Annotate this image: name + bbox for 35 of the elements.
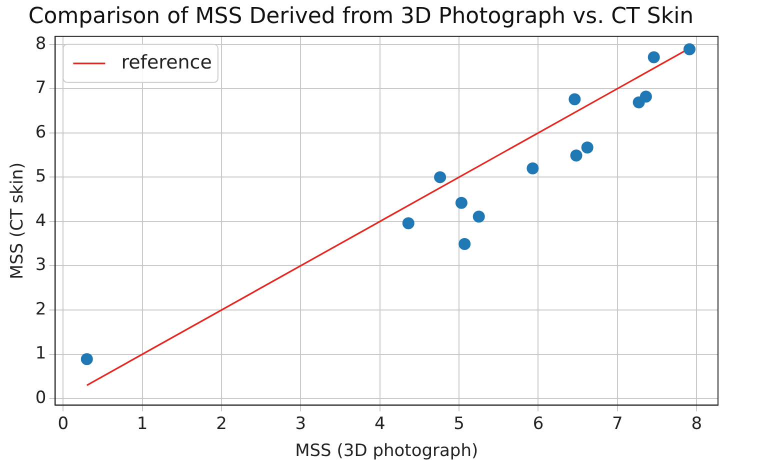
y-tick-label: 3 — [35, 255, 46, 276]
y-tick-label: 1 — [35, 344, 46, 364]
x-tick-label: 2 — [216, 414, 227, 434]
point — [472, 210, 485, 223]
x-tick-label: 7 — [612, 414, 623, 434]
chart-title: Comparison of MSS Derived from 3D Photograph vs. CT Skin — [28, 4, 694, 29]
y-tick-label: 6 — [35, 122, 46, 142]
x-axis-title: MSS (3D photograph) — [295, 441, 478, 462]
x-tick-label: 1 — [136, 414, 148, 434]
x-tick-label: 4 — [374, 414, 386, 434]
point — [526, 162, 539, 174]
point — [640, 90, 652, 103]
y-tick-label: 8 — [35, 34, 46, 54]
x-tick-label: 3 — [295, 414, 306, 434]
x-tick-label: 6 — [532, 414, 544, 434]
x-tick-label: 0 — [58, 414, 69, 434]
point — [581, 142, 594, 154]
legend-label: reference — [121, 51, 212, 74]
y-axis-title: MSS (CT skin) — [8, 162, 28, 280]
point — [568, 93, 581, 106]
y-tick-label: 0 — [35, 388, 46, 408]
point — [434, 171, 446, 184]
x-tick-label: 5 — [454, 414, 464, 434]
point — [80, 353, 93, 366]
point — [402, 217, 414, 230]
point — [570, 149, 582, 162]
point — [683, 43, 696, 56]
y-tick-label: 4 — [35, 210, 46, 231]
point — [455, 196, 468, 209]
point — [458, 238, 471, 250]
y-tick-label: 7 — [35, 78, 46, 98]
x-tick-label: 8 — [691, 414, 702, 434]
point — [648, 51, 660, 64]
y-tick-label: 2 — [35, 299, 46, 320]
y-tick-label: 5 — [35, 166, 46, 187]
